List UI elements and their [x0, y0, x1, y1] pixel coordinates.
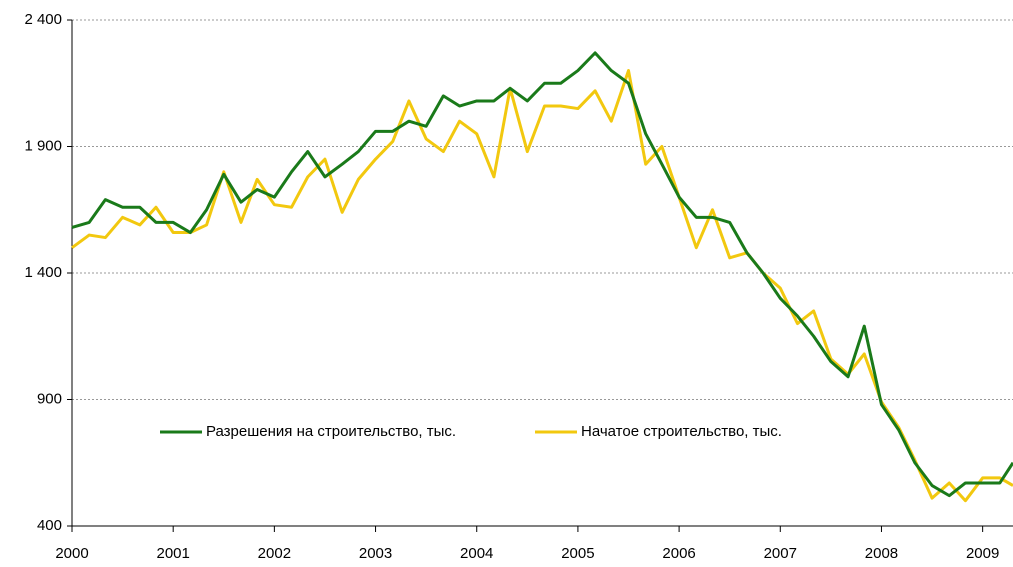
y-tick-label: 900 — [37, 390, 62, 407]
y-tick-label: 1 400 — [24, 264, 62, 281]
y-tick-label: 1 900 — [24, 137, 62, 154]
legend-label: Начатое строительство, тыс. — [581, 423, 782, 440]
x-tick-label: 2008 — [865, 545, 898, 562]
x-tick-label: 2002 — [258, 545, 291, 562]
series-line — [71, 51, 1013, 498]
series-line — [71, 69, 1013, 503]
x-tick-label: 2005 — [561, 545, 594, 562]
x-tick-label: 2009 — [966, 545, 999, 562]
x-tick-label: 2006 — [662, 545, 695, 562]
x-tick-label: 2000 — [55, 545, 88, 562]
y-tick-label: 2 400 — [24, 11, 62, 28]
y-tick-label: 400 — [37, 517, 62, 534]
x-tick-label: 2004 — [460, 545, 493, 562]
x-tick-label: 2007 — [764, 545, 797, 562]
x-tick-label: 2001 — [156, 545, 189, 562]
x-tick-label: 2003 — [359, 545, 392, 562]
legend-label: Разрешения на строительство, тыс. — [206, 423, 456, 440]
